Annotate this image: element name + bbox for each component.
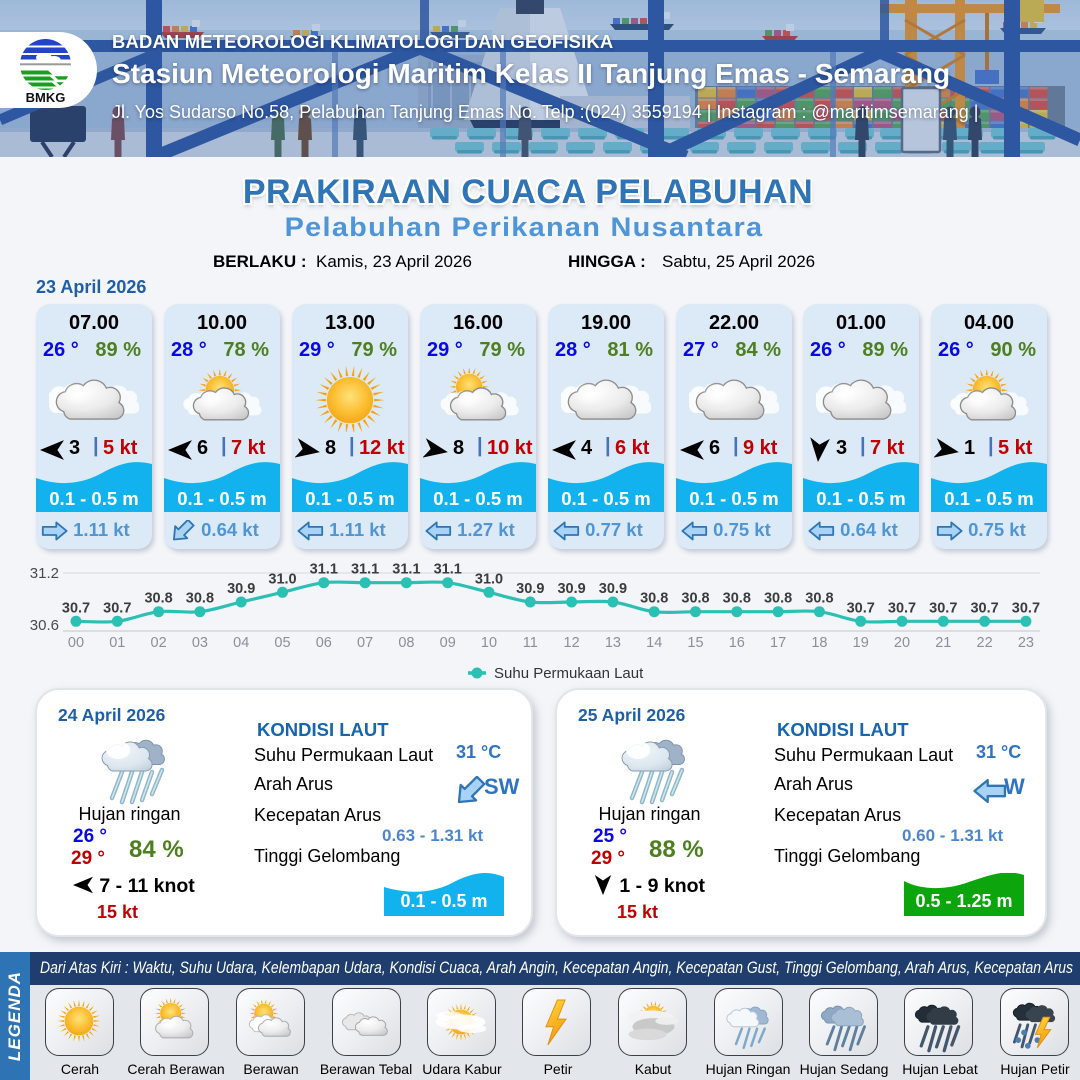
svg-text:31.2: 31.2 xyxy=(30,565,59,582)
svg-text:06: 06 xyxy=(316,635,332,651)
svg-text:30.7: 30.7 xyxy=(970,600,998,616)
svg-text:14: 14 xyxy=(646,635,662,651)
svg-text:30.9: 30.9 xyxy=(516,581,544,597)
svg-text:23: 23 xyxy=(1018,635,1034,651)
svg-text:30.9: 30.9 xyxy=(227,581,255,597)
svg-text:15: 15 xyxy=(687,635,703,651)
svg-text:31.1: 31.1 xyxy=(351,562,379,578)
svg-text:19: 19 xyxy=(853,635,869,651)
svg-text:30.7: 30.7 xyxy=(103,600,131,616)
svg-text:22: 22 xyxy=(977,635,993,651)
svg-text:10: 10 xyxy=(481,635,497,651)
svg-text:Suhu Permukaan Laut: Suhu Permukaan Laut xyxy=(494,665,644,682)
svg-text:30.7: 30.7 xyxy=(888,600,916,616)
svg-text:30.8: 30.8 xyxy=(764,591,792,607)
svg-text:00: 00 xyxy=(68,635,84,651)
svg-text:30.7: 30.7 xyxy=(1012,600,1040,616)
svg-text:31.0: 31.0 xyxy=(475,571,503,587)
svg-text:09: 09 xyxy=(440,635,456,651)
svg-text:13: 13 xyxy=(605,635,621,651)
svg-text:01: 01 xyxy=(109,635,125,651)
svg-text:30.8: 30.8 xyxy=(723,591,751,607)
svg-text:30.8: 30.8 xyxy=(640,591,668,607)
svg-text:18: 18 xyxy=(811,635,827,651)
svg-text:02: 02 xyxy=(151,635,167,651)
svg-text:30.7: 30.7 xyxy=(62,600,90,616)
svg-text:11: 11 xyxy=(523,635,538,651)
svg-text:16: 16 xyxy=(729,635,745,651)
svg-text:04: 04 xyxy=(233,635,249,651)
svg-text:05: 05 xyxy=(274,635,290,651)
svg-text:07: 07 xyxy=(357,635,373,651)
svg-text:30.8: 30.8 xyxy=(186,591,214,607)
svg-text:30.7: 30.7 xyxy=(929,600,957,616)
svg-text:30.9: 30.9 xyxy=(599,581,627,597)
svg-text:31.1: 31.1 xyxy=(392,562,420,578)
svg-text:30.8: 30.8 xyxy=(144,591,172,607)
svg-text:30.7: 30.7 xyxy=(847,600,875,616)
svg-text:31.1: 31.1 xyxy=(310,562,338,578)
svg-text:31.0: 31.0 xyxy=(268,571,296,587)
svg-text:30.9: 30.9 xyxy=(557,581,585,597)
svg-text:03: 03 xyxy=(192,635,208,651)
svg-text:21: 21 xyxy=(935,635,951,651)
svg-text:30.8: 30.8 xyxy=(805,591,833,607)
svg-text:12: 12 xyxy=(564,635,580,651)
svg-text:08: 08 xyxy=(398,635,414,651)
svg-text:30.8: 30.8 xyxy=(681,591,709,607)
svg-text:31.1: 31.1 xyxy=(434,562,462,578)
svg-text:17: 17 xyxy=(770,635,786,651)
svg-text:20: 20 xyxy=(894,635,910,651)
svg-text:30.6: 30.6 xyxy=(30,617,59,634)
